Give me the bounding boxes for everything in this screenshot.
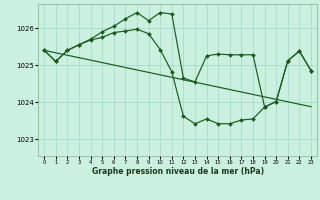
X-axis label: Graphe pression niveau de la mer (hPa): Graphe pression niveau de la mer (hPa) xyxy=(92,167,264,176)
